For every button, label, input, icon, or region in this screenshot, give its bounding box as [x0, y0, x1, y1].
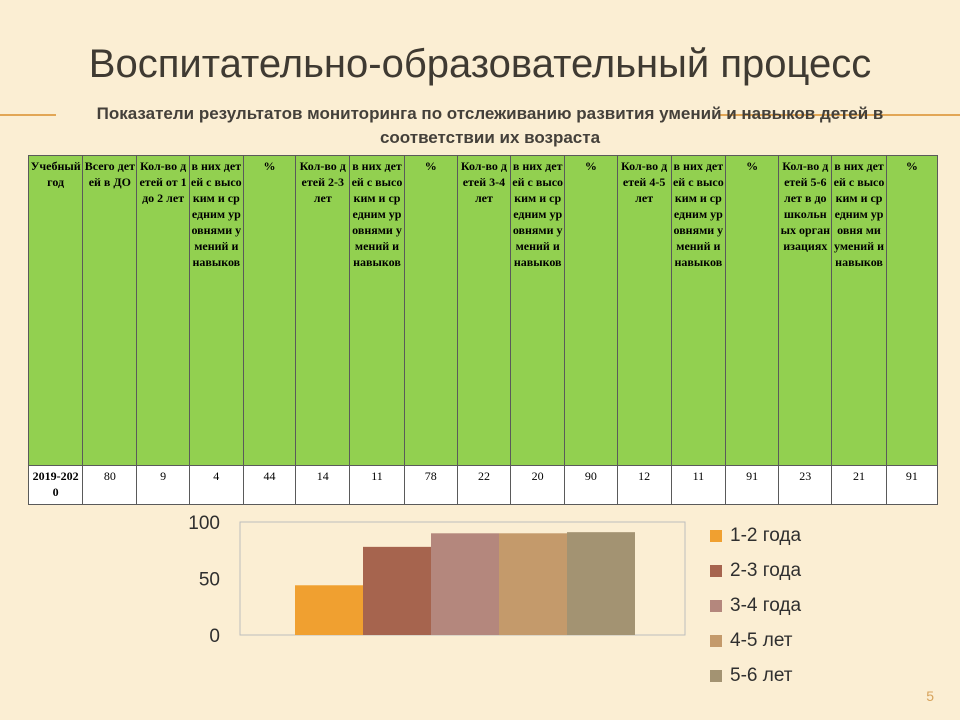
table-cell: 12 [616, 465, 672, 505]
slide-subtitle: Показатели результатов мониторинга по от… [60, 102, 920, 150]
table-cell: 23 [778, 465, 833, 505]
legend-item: 4-5 лет [710, 623, 801, 658]
table-row: 2019-2020 80 9 4 44 14 11 78 22 20 90 12… [27, 465, 939, 505]
table-cell: 20 [510, 465, 566, 505]
decorative-line-left [0, 114, 56, 116]
header-cell: Кол-во детей 5-6 лет в дошкольных органи… [778, 155, 833, 466]
legend-swatch [710, 529, 722, 542]
table-cell: 2019-2020 [27, 465, 84, 505]
legend-swatch [710, 599, 722, 612]
page-number: 5 [926, 688, 934, 704]
header-cell: % [724, 155, 780, 466]
legend-swatch [710, 564, 722, 577]
header-cell: % [564, 155, 618, 466]
header-cell: в них детей с высоким и средним уровня м… [831, 155, 887, 466]
table-cell: 11 [670, 465, 726, 505]
chart-legend: 1-2 года 2-3 года 3-4 года 4-5 лет 5-6 лет [710, 518, 801, 693]
header-cell: Кол-во детей от 1 до 2 лет [136, 155, 190, 466]
header-cell: % [403, 155, 458, 466]
legend-label: 2-3 года [730, 559, 802, 581]
y-tick-label: 50 [199, 570, 220, 591]
bar-2 [363, 546, 431, 635]
header-cell: Кол-во детей 4-5 лет [616, 155, 672, 466]
header-cell: % [885, 155, 939, 466]
y-tick-label: 100 [188, 513, 220, 534]
table-cell: 14 [295, 465, 351, 505]
legend-item: 5-6 лет [710, 658, 801, 693]
subtitle-line-2: соответствии их возраста [379, 128, 601, 147]
bar-3 [431, 533, 499, 635]
header-cell: в них детей с высоким и средним уровнями… [510, 155, 566, 466]
subtitle-line-1: Показатели результатов мониторинга по от… [96, 104, 884, 123]
legend-label: 4-5 лет [730, 629, 793, 651]
slide-title: Воспитательно-образовательный процесс [88, 42, 872, 86]
table-cell: 90 [564, 465, 618, 505]
header-cell: в них детей с высоким и средним уровнями… [349, 155, 405, 466]
table-cell: 21 [831, 465, 887, 505]
legend-swatch [710, 634, 722, 647]
header-cell: Учебный год [27, 155, 84, 466]
y-tick-label: 0 [209, 626, 220, 647]
header-cell: Кол-во детей 3-4 лет [456, 155, 512, 466]
legend-label: 5-6 лет [730, 664, 793, 686]
bar-1 [295, 585, 363, 635]
legend-item: 3-4 года [710, 588, 801, 623]
table-cell: 9 [136, 465, 190, 505]
header-cell: % [242, 155, 297, 466]
legend-item: 2-3 года [710, 553, 801, 588]
decorative-line-right [720, 114, 960, 116]
monitoring-table: Учебный год Всего детей в ДО Кол-во дете… [27, 155, 939, 505]
table-cell: 91 [724, 465, 780, 505]
table-cell: 44 [242, 465, 297, 505]
table-cell: 78 [403, 465, 458, 505]
header-cell: в них детей с высоким и средним уровнями… [670, 155, 726, 466]
table-cell: 80 [82, 465, 138, 505]
table-cell: 4 [188, 465, 244, 505]
header-cell: Кол-во детей 2-3 лет [295, 155, 351, 466]
legend-label: 3-4 года [730, 594, 802, 616]
table-cell: 22 [456, 465, 512, 505]
table-cell: 91 [885, 465, 939, 505]
legend-label: 1-2 года [730, 524, 802, 546]
bar-4 [499, 533, 567, 635]
table-header-row: Учебный год Всего детей в ДО Кол-во дете… [27, 155, 939, 466]
bar-chart: 0 50 100 [188, 513, 686, 647]
table-cell: 11 [349, 465, 405, 505]
legend-item: 1-2 года [710, 518, 801, 553]
header-cell: Всего детей в ДО [82, 155, 138, 466]
legend-swatch [710, 669, 722, 682]
bar-5 [567, 532, 635, 635]
header-cell: в них детей с высоким и средним уровнями… [188, 155, 244, 466]
